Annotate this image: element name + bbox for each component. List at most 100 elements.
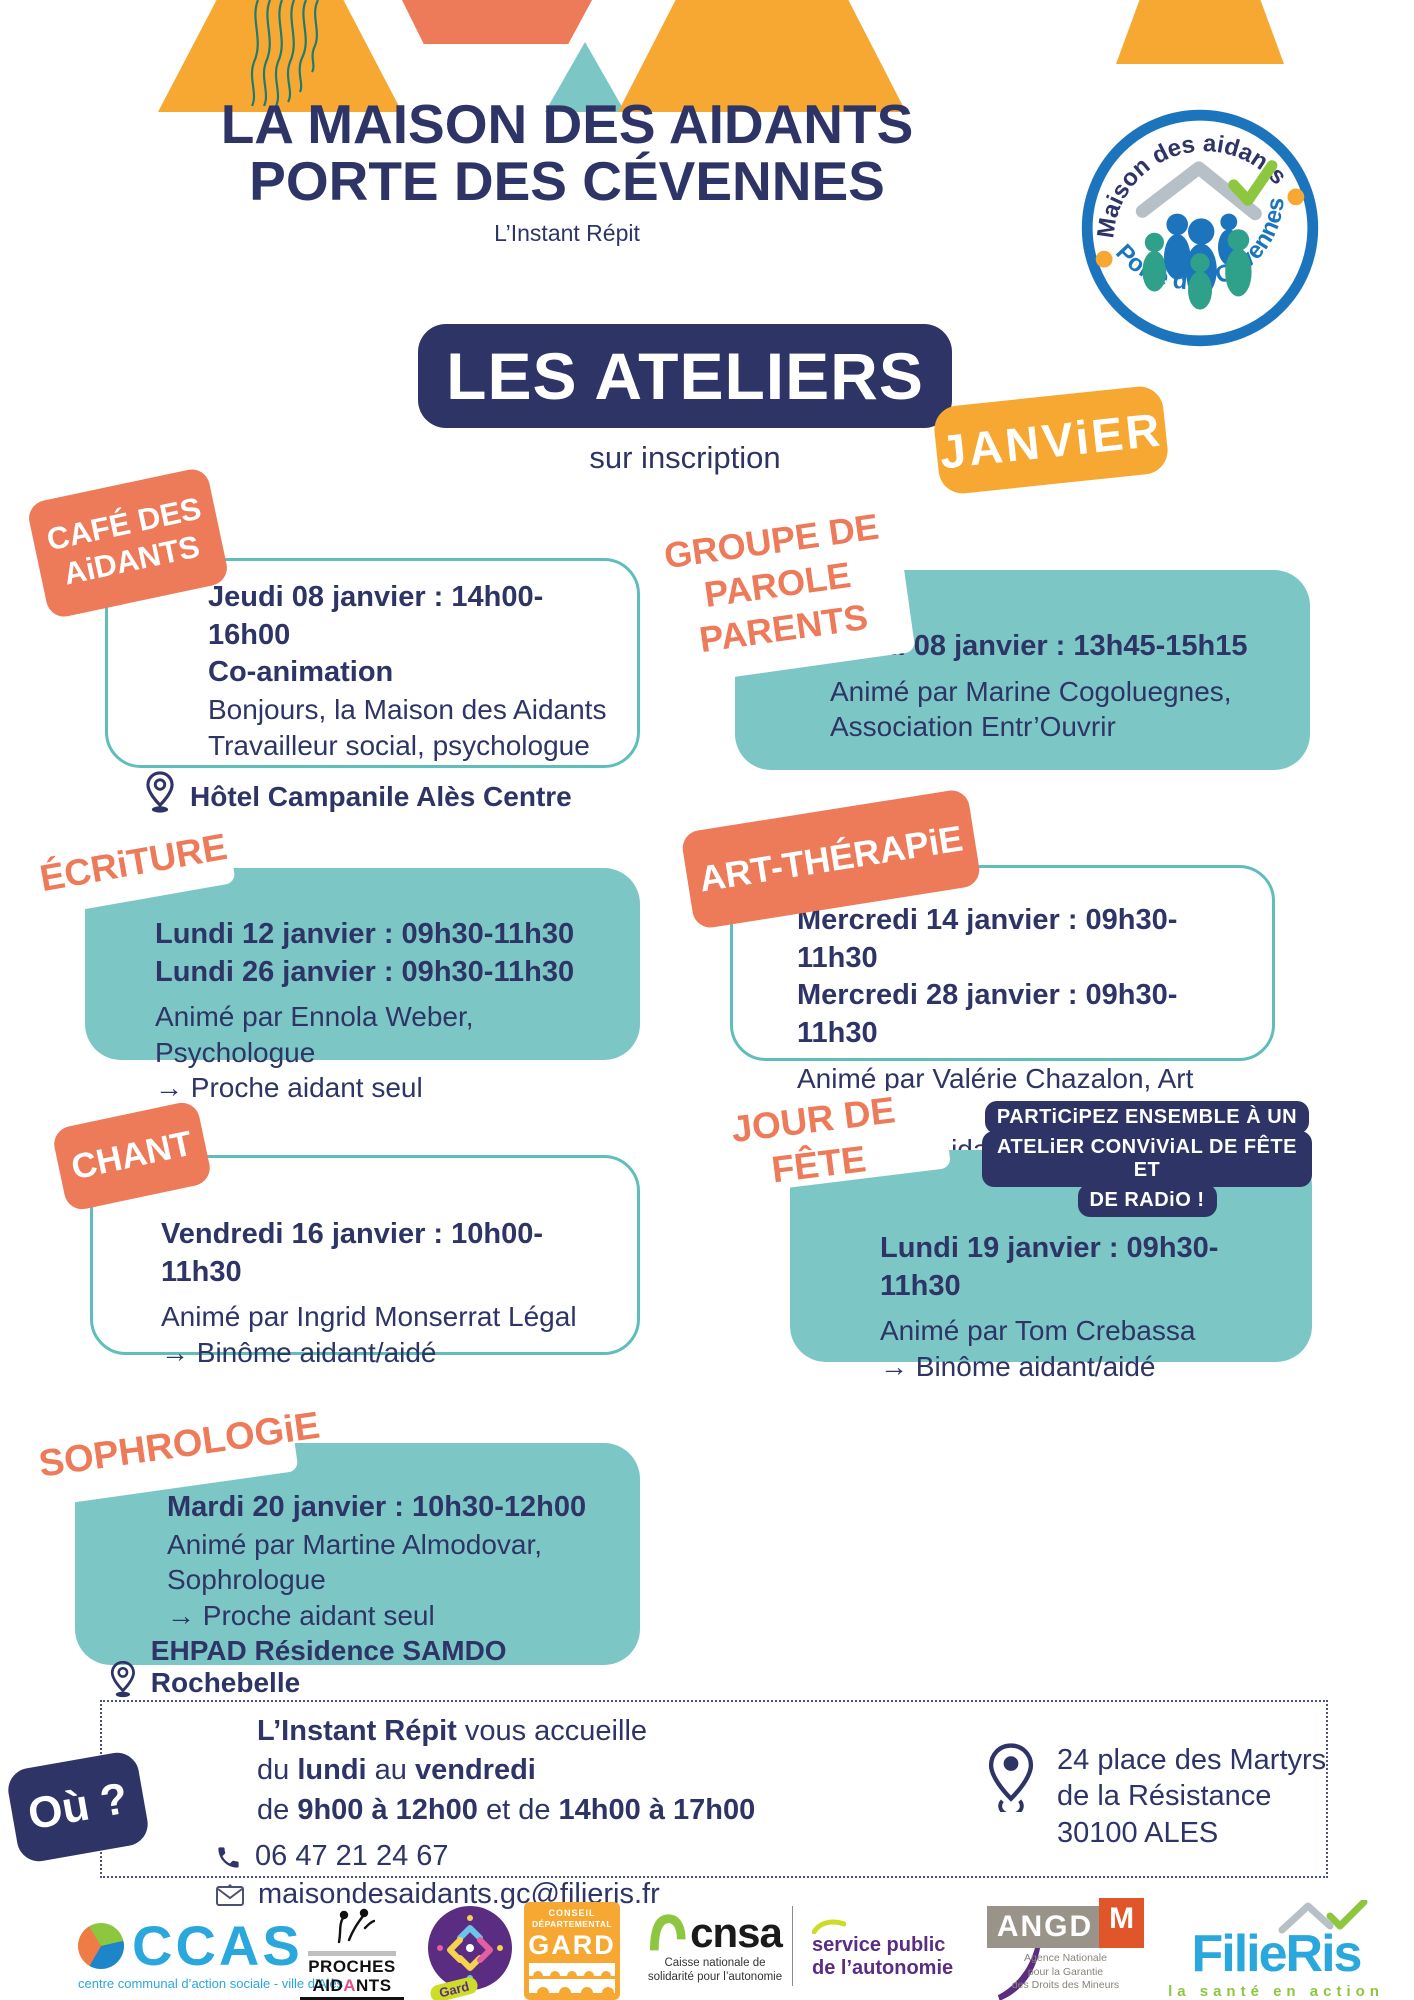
subtitle: L’Instant Répit (494, 220, 640, 247)
hours-line-1: L’Instant Répit vous accueille (257, 1712, 755, 1751)
workshop-detail: Animé par Marine Cogoluegnes, (830, 675, 1232, 707)
workshop-detail: Association Entr’Ouvrir (830, 711, 1116, 743)
workshop-detail: Travailleur social, psychologue (208, 729, 590, 761)
workshop-location: EHPAD Résidence SAMDO Rochebelle (150, 1635, 507, 1699)
workshop-date: Lundi 12 janvier : 09h30-11h30 (155, 918, 575, 950)
registration-note: sur inscription (589, 440, 781, 475)
workshop-date: Mercredi 28 janvier : 09h30-11h30 (797, 979, 1178, 1050)
aqueduct-icon (529, 1962, 615, 1993)
logo-proches-aidants: PROCHES AIDANTS (300, 1908, 404, 2000)
workshop-detail: → Binôme aidant/aidé (161, 1336, 437, 1368)
workshop-date: Vendredi 16 janvier : 10h00-11h30 (161, 1218, 544, 1288)
gard-badge-symbol-icon (437, 1915, 503, 1981)
fete-callout-badge: PARTiCiPEZ ENSEMBLE À UN ATELiER CONViVi… (982, 1101, 1312, 1217)
address-line: 30100 ALES (1057, 1816, 1219, 1849)
workshop-card-sophrologie: Mardi 20 janvier : 10h30-12h00 Animé par… (75, 1443, 640, 1698)
proches-microtext-bar (308, 1951, 396, 1956)
logo-filieris: FilieRis la santé en action (1158, 1900, 1394, 2000)
workshop-location: Hôtel Campanile Alès Centre (190, 781, 572, 813)
phone-number: 06 47 21 24 67 (255, 1840, 449, 1873)
workshop-date: Lundi 19 janvier : 09h30-11h30 (880, 1232, 1219, 1302)
address-line: 24 place des Martyrs (1057, 1744, 1327, 1776)
filieris-roof-check-icon (1278, 1900, 1368, 1934)
location-pin-icon (110, 1661, 135, 1698)
hours-line-2: du lundi au vendredi (257, 1754, 536, 1787)
workshop-detail: Animé par Tom Crebassa (880, 1315, 1196, 1347)
decorative-trapezoid-yellow-right (1116, 0, 1284, 64)
workshop-card-ecriture: Lundi 12 janvier : 09h30-11h30 Lundi 26 … (85, 868, 640, 1103)
logo-cnsa: cnsa Caisse nationale de solidarité pour… (645, 1909, 785, 1985)
conseil-line-2: DÉPARTEMENTAL (532, 1918, 612, 1929)
ccas-tagline: centre communal d’action sociale - ville… (78, 1976, 344, 1991)
title-line-1: LA MAISON DES AIDANTS (220, 93, 914, 155)
logo-service-public-autonomie: service public de l’autonomie (812, 1918, 1042, 2000)
address-pin-icon (988, 1743, 1034, 1812)
label-line: SOPHROLOGiE (36, 1404, 323, 1486)
filieris-tagline: la santé en action (1168, 1983, 1384, 2000)
logo-conseil-departemental-gard: CONSEIL DÉPARTEMENTAL GARD (524, 1902, 620, 2000)
spa-swoosh-icon (997, 1927, 1042, 2000)
callout-line: DE RADiO ! (1077, 1184, 1217, 1217)
label-line: CHANT (68, 1124, 196, 1188)
ccas-name: CCAS (132, 1914, 303, 1977)
logo-check-icon (1228, 160, 1278, 206)
proches-figures-icon (337, 1908, 376, 1944)
workshop-location-row: Hôtel Campanile Alès Centre (144, 771, 617, 813)
conseil-name: GARD (528, 1929, 616, 1960)
workshop-card-art-therapie: Mercredi 14 janvier : 09h30-11h30 Mercre… (730, 865, 1275, 1165)
email-icon (216, 1884, 244, 1906)
logo-angdm: ANGD M Agence Nationale pour la Garantie… (978, 1898, 1153, 1993)
spa-line-2: de l’autonomie (812, 1957, 954, 1979)
workshop-date: Lundi 26 janvier : 09h30-11h30 (155, 955, 575, 988)
cnsa-tagline: Caisse nationale de solidarité pour l’au… (647, 1957, 783, 1984)
filieris-name: FilieRis (1191, 1925, 1363, 1983)
location-pin-icon (146, 771, 174, 813)
address-line: de la Résistance (1057, 1780, 1272, 1813)
spa-line-1: service public (812, 1934, 946, 1956)
workshop-detail: Animé par Ingrid Monserrat Légal (161, 1301, 577, 1333)
proches-line-2: AIDANTS (312, 1975, 392, 1995)
month-badge: JANViER (932, 384, 1170, 496)
workshop-date: Mercredi 14 janvier : 09h30-11h30 (797, 904, 1178, 974)
callout-line: PARTiCiPEZ ENSEMBLE À UN (984, 1101, 1310, 1134)
cnsa-name: cnsa (690, 1909, 783, 1957)
decorative-trapezoid-coral (401, 0, 593, 44)
conseil-line-1: CONSEIL (548, 1908, 596, 1918)
phone-icon (218, 1847, 239, 1868)
logo-gard-coordination-badge: Gard (428, 1906, 512, 2000)
instant-repit-name: L’Instant Répit (257, 1715, 457, 1747)
workshop-detail: → Proche aidant seul (155, 1072, 423, 1104)
cnsa-arch-icon (650, 1914, 686, 1951)
callout-line: ATELiER CONViViAL DE FÊTE ET (982, 1131, 1312, 1187)
workshop-detail: Animé par Ennola Weber, Psychologue (155, 1001, 474, 1068)
hours-text: vous accueille (456, 1715, 648, 1747)
workshop-detail: Animé par Martine Almodovar, (167, 1528, 543, 1560)
workshop-card-groupe-de-parole: Jeudi 08 janvier : 13h45-15h15 Animé par… (735, 570, 1310, 770)
footer-divider (792, 1906, 793, 1986)
angdm-name-left: ANGD (986, 1906, 1100, 1948)
logo-badge-icon: Maison des aidants Porte des Cévennes (1070, 103, 1319, 347)
phone-row: 06 47 21 24 67 (215, 1838, 755, 1876)
workshop-detail: Sophrologue (167, 1564, 326, 1596)
wavy-lines-decoration (250, 0, 320, 106)
address-block: 24 place des Martyrs de la Résistance 30… (985, 1742, 1326, 1851)
workshop-subtitle: Co-animation (208, 656, 394, 689)
opening-hours: L’Instant Répit vous accueille du lundi … (215, 1712, 755, 1914)
proches-underline (300, 1997, 404, 2000)
ateliers-banner: LES ATELIERS (418, 324, 952, 428)
workshop-label-groupe-de-parole: GROUPE DE PAROLE PARENTS (639, 483, 916, 687)
workshop-detail: Animé par Valérie Chazalon, Art (797, 1062, 1194, 1094)
angdm-tagline: Agence Nationale pour la Garantie des Dr… (1011, 1952, 1120, 1992)
association-logo: Maison des aidants Porte des Cévennes (1070, 103, 1320, 348)
logo-people-icon (1142, 213, 1252, 310)
logo-ccas: CCAS centre communal d’action sociale - … (78, 1918, 343, 1991)
hours-line-3: de 9h00 à 12h00 et de 14h00 à 17h00 (257, 1793, 756, 1826)
workshop-date: Mardi 20 janvier : 10h30-12h00 (167, 1491, 587, 1523)
workshop-detail: → Binôme aidant/aidé (880, 1350, 1156, 1382)
workshop-card-cafe-des-aidants: Jeudi 08 janvier : 14h00-16h00 Co-animat… (105, 558, 640, 813)
workshop-detail: → Proche aidant seul (167, 1599, 435, 1631)
workshop-location-row: EHPAD Résidence SAMDO Rochebelle (109, 1635, 626, 1699)
workshop-detail: Bonjours, la Maison des Aidants (208, 694, 607, 726)
spa-accent-icon (812, 1919, 846, 1934)
